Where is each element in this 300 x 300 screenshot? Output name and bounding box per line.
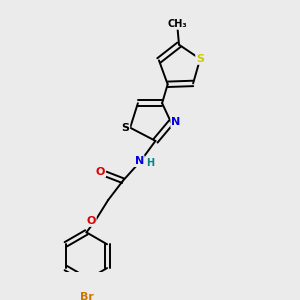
Text: S: S bbox=[196, 54, 204, 64]
Text: CH₃: CH₃ bbox=[168, 19, 188, 29]
Text: N: N bbox=[135, 156, 144, 166]
Text: O: O bbox=[86, 216, 96, 226]
Text: O: O bbox=[96, 167, 105, 177]
Text: Br: Br bbox=[80, 292, 93, 300]
Text: H: H bbox=[146, 158, 154, 167]
Text: N: N bbox=[171, 117, 181, 127]
Text: S: S bbox=[121, 123, 129, 133]
